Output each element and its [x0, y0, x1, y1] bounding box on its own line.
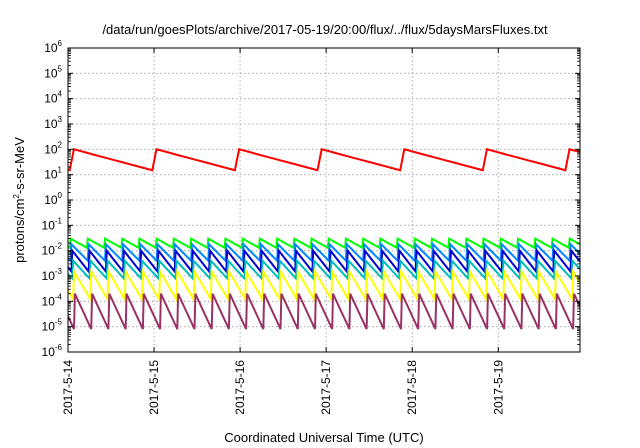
y-tick-label: 105: [44, 64, 62, 80]
series-line-7: [68, 293, 580, 330]
chart-title: /data/run/goesPlots/archive/2017-05-19/2…: [102, 22, 548, 37]
y-tick-label: 10-3: [42, 267, 63, 283]
x-tick-label: 2017-5-15: [147, 360, 161, 415]
series-line-1: [68, 148, 580, 172]
y-tick-label: 10-6: [42, 343, 63, 359]
y-tick-label: 10-5: [42, 318, 63, 334]
series-line-4: [68, 247, 580, 275]
y-tick-label: 10-1: [42, 216, 63, 232]
y-tick-label: 10-2: [42, 242, 63, 258]
tick-marks: [67, 47, 580, 353]
x-axis-title: Coordinated Universal Time (UTC): [224, 430, 423, 445]
x-tick-labels: 2017-5-14 2017-5-15 2017-5-16 2017-5-17 2017…: [61, 360, 505, 415]
x-tick-label: 2017-5-19: [491, 360, 505, 415]
y-tick-label: 106: [44, 39, 62, 55]
series-line-2: [68, 236, 580, 250]
grid-lines: [68, 48, 580, 352]
series-line-3: [68, 241, 580, 264]
y-tick-label: 10-4: [42, 292, 63, 308]
y-tick-label: 103: [44, 115, 62, 131]
y-axis-title: protons/cm2-s-sr-MeV: [12, 137, 27, 263]
x-tick-label: 2017-5-18: [405, 360, 419, 415]
x-tick-label: 2017-5-14: [61, 360, 75, 415]
series-line-6: [68, 267, 580, 303]
series-line-5: [68, 258, 580, 281]
y-tick-labels: 10-6 10-5 10-4 10-3 10-2 10-1 100 101 102 103 104 1…: [42, 39, 63, 359]
series-group: [68, 148, 580, 330]
y-tick-label: 101: [44, 166, 62, 182]
y-tick-label: 102: [44, 140, 62, 156]
y-tick-label: 100: [44, 191, 62, 207]
x-tick-label: 2017-5-16: [233, 360, 247, 415]
y-tick-label: 104: [44, 90, 62, 106]
x-tick-label: 2017-5-17: [319, 360, 333, 415]
